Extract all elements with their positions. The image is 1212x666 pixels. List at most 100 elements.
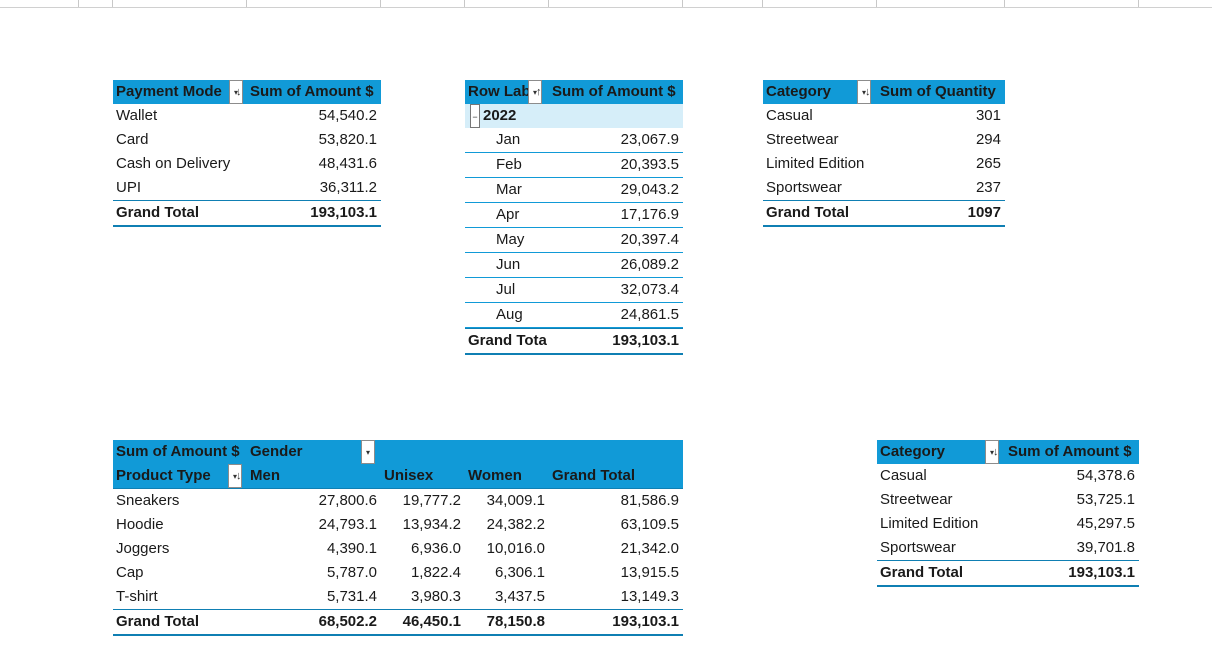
column-divider[interactable] [1138, 0, 1139, 7]
pivot-row[interactable]: Jul 32,073.4 [465, 278, 683, 303]
sort-descending-icon: ↓ [236, 470, 242, 482]
value-men: 4,390.1 [326, 540, 377, 557]
header-category[interactable]: Category [766, 83, 832, 100]
pivot-row[interactable]: Mar 29,043.2 [465, 178, 683, 203]
value-total: 13,915.5 [620, 564, 679, 581]
row-value: 20,397.4 [620, 231, 679, 248]
collapse-icon[interactable]: − [470, 104, 480, 128]
value-total: 21,342.0 [620, 540, 679, 557]
value-total: 13,149.3 [620, 588, 679, 605]
pivot-row[interactable]: Aug 24,861.5 [465, 303, 683, 328]
column-divider[interactable] [682, 0, 683, 7]
grand-total-row[interactable]: Grand Total 193,103.1 [877, 560, 1139, 587]
row-value: 53,725.1 [1076, 491, 1135, 508]
value-men: 5,787.0 [326, 564, 377, 581]
column-divider[interactable] [762, 0, 763, 7]
row-value: 48,431.6 [318, 155, 377, 172]
grand-total-label: Grand Total [880, 564, 964, 581]
header-payment-mode[interactable]: Payment Mode [116, 83, 222, 100]
filter-dropdown-icon[interactable]: ▾ [857, 80, 871, 104]
sort-descending-icon: ↓ [993, 446, 999, 458]
row-value: 32,073.4 [620, 281, 679, 298]
pivot-header: Payment Mode ▾ ↓ Sum of Amount $ [113, 80, 381, 104]
filter-dropdown-icon[interactable]: ▾ [229, 80, 243, 104]
column-divider[interactable] [464, 0, 465, 7]
pivot-row[interactable]: Joggers 4,390.1 6,936.0 10,016.0 21,342.… [113, 537, 683, 561]
total-men: 68,502.2 [318, 613, 377, 630]
pivot-row[interactable]: Streetwear 53,725.1 [877, 488, 1139, 512]
header-product-type[interactable]: Product Type [116, 467, 211, 484]
header-sum-amount: Sum of Amount $ [1008, 443, 1132, 460]
row-label: Limited Edition [880, 515, 979, 532]
grand-total-label: Grand Total [766, 204, 850, 221]
header-women: Women [468, 467, 522, 484]
pivot-category-amount: Category ▾ ↓ Sum of Amount $ Casual 54,37… [877, 440, 1139, 587]
pivot-row[interactable]: UPI 36,311.2 [113, 176, 381, 200]
grand-total-label: Grand Total [116, 204, 200, 221]
header-category[interactable]: Category [880, 443, 946, 460]
grand-total-label: Grand Total [116, 613, 200, 630]
value-women: 24,382.2 [486, 516, 545, 533]
row-value: 17,176.9 [620, 206, 679, 223]
filter-dropdown-icon[interactable]: ▾ [985, 440, 999, 464]
pivot-header-columns: Product Type ▾ ↓ Men Unisex Women Grand … [113, 464, 683, 489]
column-divider[interactable] [112, 0, 113, 7]
header-row-labels[interactable]: Row Lab [468, 83, 531, 100]
pivot-row[interactable]: Feb 20,393.5 [465, 153, 683, 178]
year-group-row[interactable]: − 2022 [465, 104, 683, 128]
pivot-category-quantity: Category ▾ ↓ Sum of Quantity Casual 301 S… [763, 80, 1005, 227]
pivot-row[interactable]: Wallet 54,540.2 [113, 104, 381, 128]
column-divider[interactable] [548, 0, 549, 7]
pivot-row[interactable]: Hoodie 24,793.1 13,934.2 24,382.2 63,109… [113, 513, 683, 537]
pivot-row[interactable]: Sneakers 27,800.6 19,777.2 34,009.1 81,5… [113, 489, 683, 513]
row-label: Jun [496, 256, 521, 273]
pivot-row[interactable]: Jun 26,089.2 [465, 253, 683, 278]
column-divider[interactable] [78, 0, 79, 7]
pivot-row[interactable]: Jan 23,067.9 [465, 128, 683, 153]
pivot-row[interactable]: T-shirt 5,731.4 3,980.3 3,437.5 13,149.3 [113, 585, 683, 609]
row-label: T-shirt [116, 588, 158, 605]
header-gender[interactable]: Gender [250, 443, 303, 460]
pivot-row[interactable]: Apr 17,176.9 [465, 203, 683, 228]
filter-dropdown-icon[interactable]: ▾ [361, 440, 375, 464]
pivot-row[interactable]: Limited Edition 45,297.5 [877, 512, 1139, 536]
column-divider[interactable] [876, 0, 877, 7]
row-label: Streetwear [880, 491, 953, 508]
value-women: 3,437.5 [494, 588, 545, 605]
pivot-row[interactable]: May 20,397.4 [465, 228, 683, 253]
grand-total-value: 1097 [967, 204, 1001, 221]
pivot-row[interactable]: Sportswear 237 [763, 176, 1005, 200]
pivot-row[interactable]: Card 53,820.1 [113, 128, 381, 152]
column-divider[interactable] [380, 0, 381, 7]
pivot-row[interactable]: Cash on Delivery 48,431.6 [113, 152, 381, 176]
grand-total-row[interactable]: Grand Tota 193,103.1 [465, 328, 683, 355]
grand-total-row[interactable]: Grand Total 1097 [763, 200, 1005, 227]
filter-dropdown-icon[interactable]: ▾ [528, 80, 542, 104]
row-value: 237 [975, 179, 1001, 196]
value-unisex: 3,980.3 [410, 588, 461, 605]
row-value: 294 [975, 131, 1001, 148]
grand-total-value: 193,103.1 [310, 204, 377, 221]
row-label: Streetwear [766, 131, 839, 148]
pivot-row[interactable]: Casual 301 [763, 104, 1005, 128]
value-women: 34,009.1 [486, 492, 545, 509]
pivot-row[interactable]: Limited Edition 265 [763, 152, 1005, 176]
pivot-row[interactable]: Cap 5,787.0 1,822.4 6,306.1 13,915.5 [113, 561, 683, 585]
header-sum-amount: Sum of Amount $ [552, 83, 676, 100]
pivot-row[interactable]: Streetwear 294 [763, 128, 1005, 152]
sort-descending-icon: ↓ [865, 86, 871, 98]
pivot-row[interactable]: Casual 54,378.6 [877, 464, 1139, 488]
column-divider[interactable] [1004, 0, 1005, 7]
column-header-strip[interactable] [0, 0, 1212, 8]
pivot-row[interactable]: Sportswear 39,701.8 [877, 536, 1139, 560]
filter-dropdown-icon[interactable]: ▾ [228, 464, 242, 488]
pivot-monthly-amount: Row Lab ▾ ↑ Sum of Amount $ − 2022 Jan 23… [465, 80, 683, 355]
row-label: Feb [496, 156, 522, 173]
grand-total-row[interactable]: Grand Total 193,103.1 [113, 200, 381, 227]
sort-descending-icon: ↓ [236, 86, 242, 98]
column-divider[interactable] [246, 0, 247, 7]
row-value: 301 [975, 107, 1001, 124]
grand-total-value: 193,103.1 [1068, 564, 1135, 581]
row-label: Wallet [116, 107, 158, 124]
grand-total-row[interactable]: Grand Total 68,502.2 46,450.1 78,150.8 1… [113, 609, 683, 636]
